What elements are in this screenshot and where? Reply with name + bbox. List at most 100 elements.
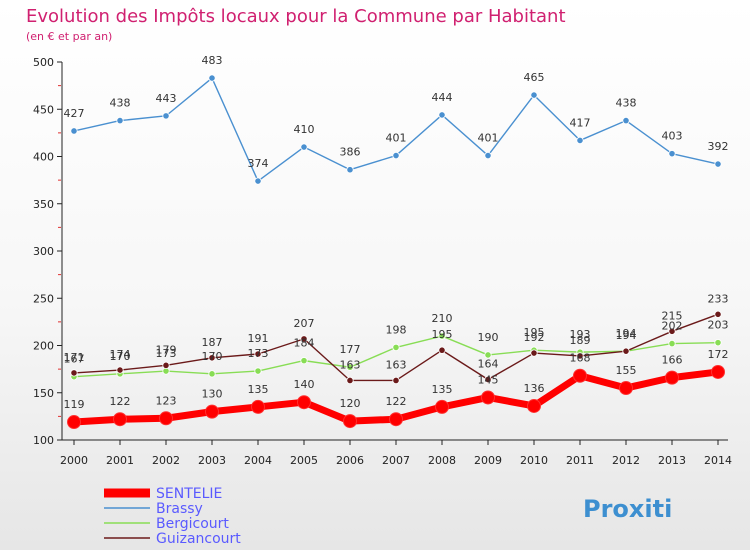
data-point-sentelie — [527, 398, 541, 413]
data-label-bergicourt: 167 — [64, 353, 85, 366]
chart-subtitle: (en € et par an) — [26, 30, 112, 43]
data-label-bergicourt: 193 — [570, 328, 591, 341]
data-point-guizancourt — [438, 346, 446, 354]
data-label-sentelie: 122 — [386, 395, 407, 408]
y-tick-label: 500 — [33, 56, 54, 69]
data-point-guizancourt — [622, 347, 630, 355]
data-point-guizancourt — [484, 375, 492, 384]
data-label-bergicourt: 202 — [662, 320, 683, 333]
data-point-sentelie — [251, 399, 265, 414]
y-tick-label: 250 — [33, 292, 54, 305]
data-label-bergicourt: 203 — [708, 319, 729, 332]
data-point-guizancourt — [70, 369, 78, 377]
legend-label-sentelie: SENTELIE — [156, 486, 222, 502]
x-tick-label: 2012 — [612, 454, 640, 467]
data-label-sentelie: 166 — [662, 354, 683, 367]
data-label-brassy: 401 — [478, 132, 499, 145]
x-tick-label: 2001 — [106, 454, 134, 467]
x-tick-label: 2003 — [198, 454, 226, 467]
data-point-guizancourt — [116, 366, 124, 374]
data-label-sentelie: 122 — [110, 395, 131, 408]
data-label-sentelie: 120 — [340, 397, 361, 410]
data-label-sentelie: 135 — [248, 383, 269, 396]
data-point-bergicourt — [208, 370, 216, 378]
data-label-guizancourt: 179 — [156, 343, 177, 356]
data-label-guizancourt: 207 — [294, 317, 315, 330]
data-label-brassy: 374 — [248, 157, 269, 170]
data-point-sentelie — [205, 404, 219, 419]
data-point-guizancourt — [208, 354, 216, 362]
data-point-guizancourt — [714, 310, 722, 318]
data-point-sentelie — [159, 411, 173, 426]
data-label-bergicourt: 210 — [432, 312, 453, 325]
x-tick-label: 2007 — [382, 454, 410, 467]
data-point-brassy — [346, 166, 354, 174]
data-label-bergicourt: 170 — [202, 350, 223, 363]
data-label-guizancourt: 163 — [340, 358, 361, 371]
data-point-bergicourt — [254, 367, 262, 375]
data-point-guizancourt — [668, 327, 676, 335]
data-label-bergicourt: 194 — [616, 327, 637, 340]
series-sentelie — [67, 364, 725, 430]
data-label-guizancourt: 192 — [524, 331, 545, 344]
logo-text: Proxiti — [583, 495, 672, 523]
data-point-brassy — [392, 151, 400, 160]
x-tick-label: 2014 — [704, 454, 732, 467]
data-point-brassy — [438, 111, 446, 119]
y-tick-label: 350 — [33, 198, 54, 211]
data-point-brassy — [70, 127, 78, 135]
data-point-brassy — [576, 136, 584, 145]
data-point-brassy — [484, 151, 492, 160]
data-point-bergicourt — [346, 363, 354, 371]
data-label-sentelie: 123 — [156, 394, 177, 407]
data-label-sentelie: 145 — [478, 373, 499, 386]
data-label-bergicourt: 173 — [156, 347, 177, 360]
data-point-guizancourt — [162, 361, 170, 369]
x-tick-label: 2010 — [520, 454, 548, 467]
series-brassy — [70, 74, 722, 185]
data-label-guizancourt: 195 — [432, 328, 453, 341]
x-tick-label: 2006 — [336, 454, 364, 467]
data-label-sentelie: 135 — [432, 383, 453, 396]
data-label-guizancourt: 187 — [202, 336, 223, 349]
data-label-bergicourt: 184 — [294, 337, 315, 350]
data-point-bergicourt — [300, 357, 308, 365]
data-label-sentelie: 140 — [294, 378, 315, 391]
data-point-brassy — [714, 160, 722, 168]
data-point-sentelie — [481, 390, 495, 405]
data-point-bergicourt — [668, 340, 676, 348]
data-point-brassy — [530, 91, 538, 99]
data-point-bergicourt — [484, 351, 492, 359]
data-point-sentelie — [113, 412, 127, 427]
x-tick-label: 2004 — [244, 454, 272, 467]
data-label-guizancourt: 174 — [110, 348, 131, 361]
data-point-sentelie — [389, 412, 403, 427]
data-point-bergicourt — [392, 343, 400, 351]
data-label-guizancourt: 189 — [570, 334, 591, 347]
data-point-sentelie — [665, 370, 679, 385]
y-tick-label: 450 — [33, 103, 54, 116]
data-label-guizancourt: 164 — [478, 358, 499, 371]
y-tick-label: 200 — [33, 340, 54, 353]
x-tick-label: 2013 — [658, 454, 686, 467]
data-point-sentelie — [619, 381, 633, 396]
data-point-guizancourt — [576, 352, 584, 360]
axes: 100 150 200 250 300 350 400 450 500 2000 2001 2002 2… — [33, 56, 732, 467]
chart-title: Evolution des Impôts locaux pour la Comm… — [26, 6, 566, 27]
data-label-brassy: 438 — [110, 97, 131, 110]
data-label-brassy: 417 — [570, 116, 591, 129]
data-point-brassy — [668, 150, 676, 158]
data-point-bergicourt — [714, 339, 722, 347]
data-label-brassy: 444 — [432, 91, 453, 104]
data-point-sentelie — [343, 414, 357, 429]
data-point-brassy — [116, 116, 124, 125]
proxiti-logo: Proxiti — [583, 495, 672, 523]
y-tick-label: 400 — [33, 151, 54, 164]
data-label-bergicourt: 198 — [386, 323, 407, 336]
y-tick-label: 100 — [33, 434, 54, 447]
x-tick-label: 2011 — [566, 454, 594, 467]
data-point-guizancourt — [300, 335, 308, 343]
data-label-guizancourt: 194 — [616, 329, 637, 342]
data-label-brassy: 410 — [294, 123, 315, 136]
